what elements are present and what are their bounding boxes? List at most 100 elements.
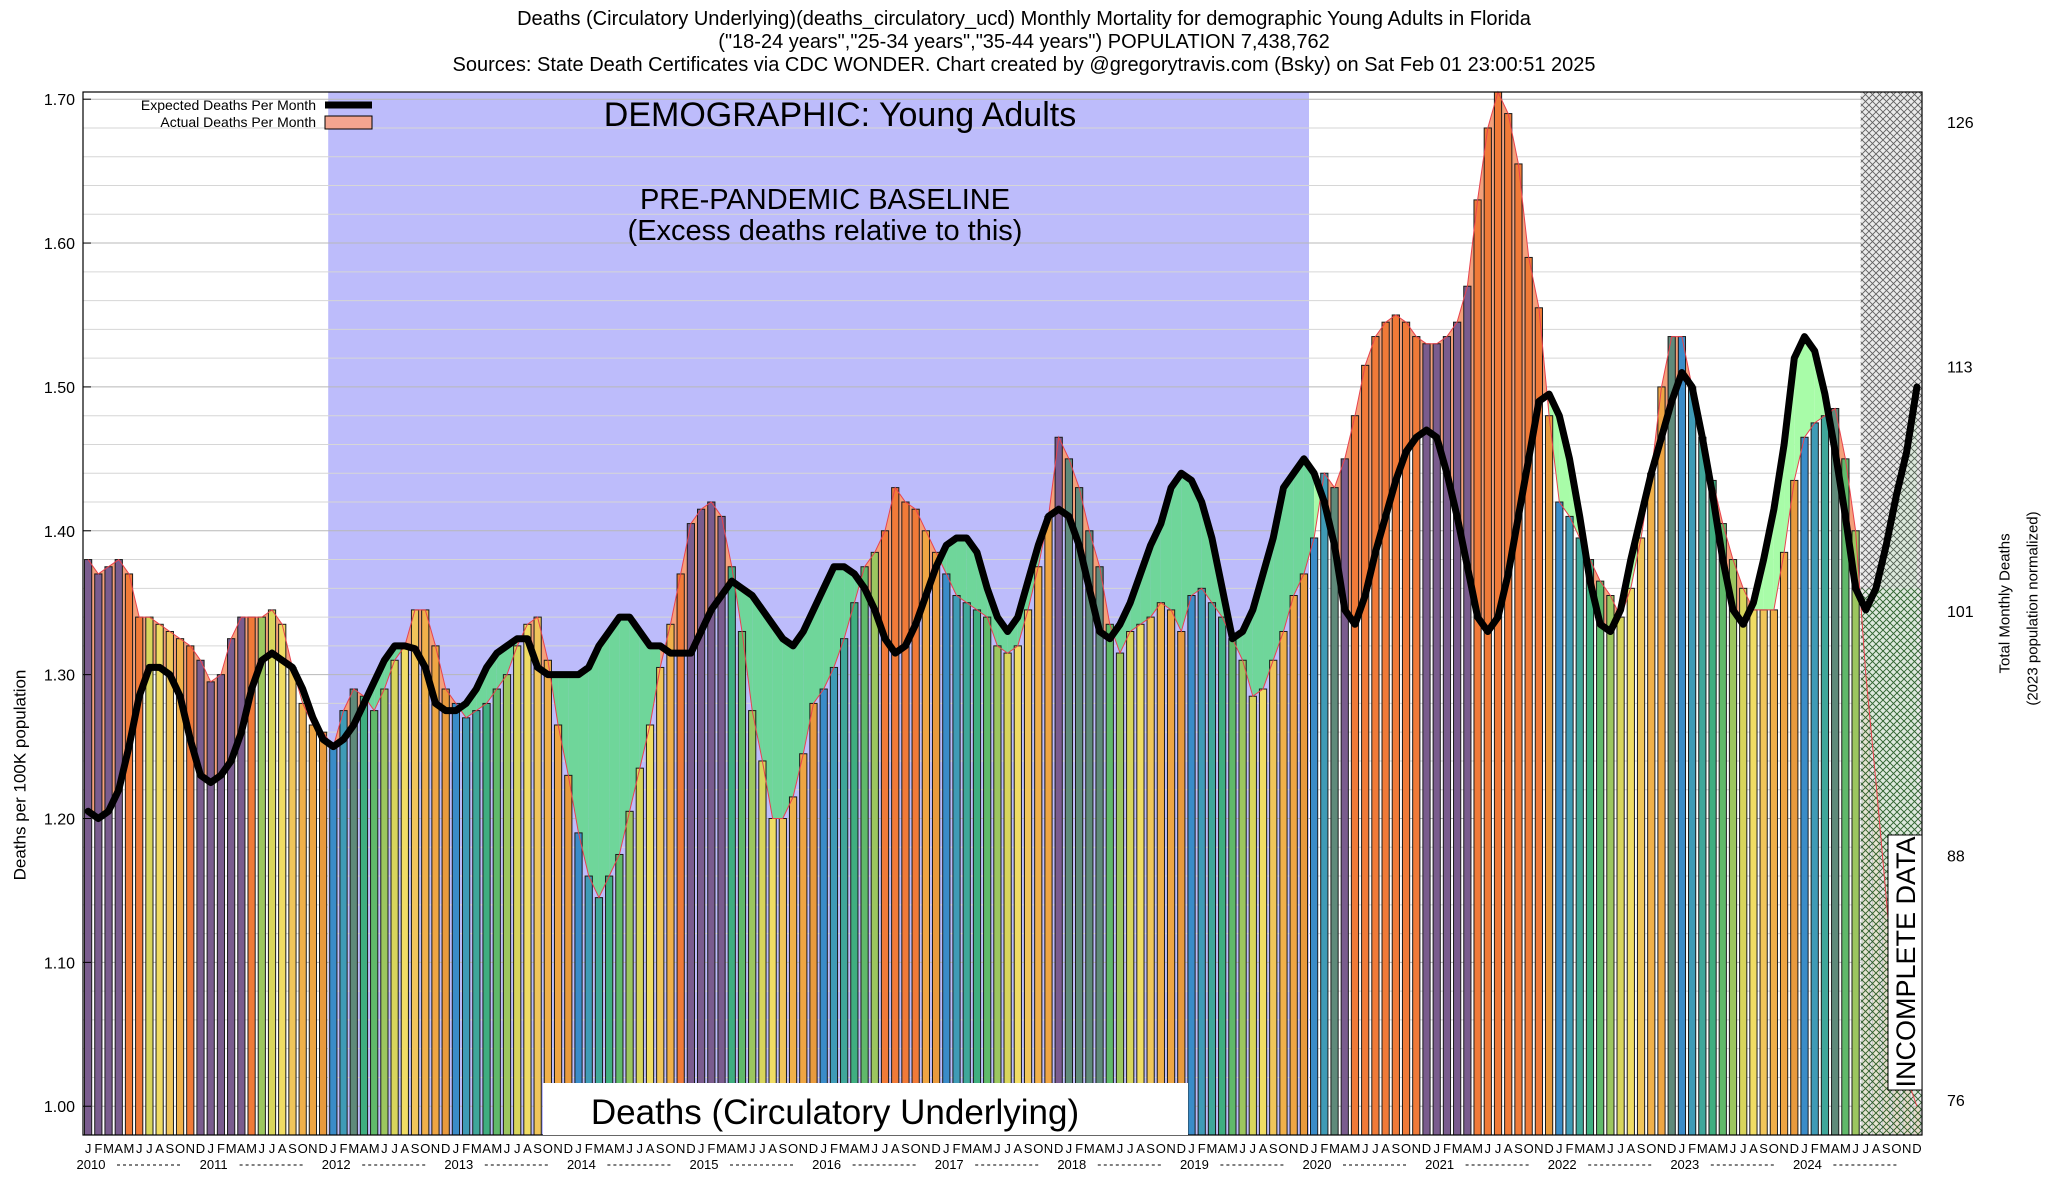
month-tick-label: A [1095,1141,1104,1156]
month-tick-label: J [1852,1141,1859,1156]
month-tick-label: J [269,1141,276,1156]
bar [1013,645,1022,1136]
bar [267,609,277,1136]
bar [1412,336,1421,1136]
month-tick-label: N [1657,1141,1666,1156]
month-tick-label: J [1066,1141,1073,1156]
bar [707,501,716,1136]
month-tick-label: J [85,1141,92,1156]
month-tick-label: A [1259,1141,1268,1156]
bar [1320,472,1329,1136]
month-tick-label: M [348,1141,359,1156]
month-tick-label: J [637,1141,644,1156]
bar [1636,537,1646,1136]
month-tick-label: F [1198,1141,1206,1156]
excess-fill [823,566,834,690]
bar [717,515,726,1136]
month-tick-label: M [614,1141,625,1156]
month-tick-label: F [707,1141,715,1156]
bar [829,666,839,1136]
month-tick-label: M [369,1141,380,1156]
month-tick-label: J [514,1141,521,1156]
bar [1463,285,1472,1136]
month-tick-label: N [1166,1141,1175,1156]
month-tick-label: J [1495,1141,1502,1156]
month-tick-label: N [1289,1141,1298,1156]
bar [502,674,512,1136]
month-tick-label: J [330,1141,337,1156]
bar [553,724,563,1136]
month-tick-label: D [809,1141,818,1156]
month-tick-label: A [1749,1141,1758,1156]
bar [1453,321,1462,1136]
bar [891,487,900,1136]
bar [1790,479,1799,1136]
month-tick-label: J [1127,1141,1134,1156]
bar [840,638,849,1136]
month-tick-label: J [1372,1141,1379,1156]
month-tick-label: D [1054,1141,1063,1156]
month-tick-label: M [103,1141,114,1156]
month-tick-label: J [1433,1141,1440,1156]
month-tick-label: J [1556,1141,1563,1156]
month-tick-label: N [676,1141,685,1156]
bar [564,774,573,1136]
bar [697,508,706,1136]
month-tick-label: D [1422,1141,1431,1156]
bar [1657,386,1666,1136]
month-tick-label: D [318,1141,327,1156]
month-tick-label: A [1872,1141,1881,1156]
month-tick-label: N [1412,1141,1421,1156]
bar [1279,630,1288,1136]
bar [94,573,103,1136]
month-tick-label: O [543,1141,553,1156]
bar [1688,386,1697,1136]
month-tick-label: S [1269,1141,1278,1156]
month-tick-label: A [891,1141,900,1156]
year-tick-label: 2024 [1793,1157,1822,1172]
bar [1340,458,1349,1136]
excess-fill [1201,502,1212,603]
month-tick-label: A [523,1141,532,1156]
bar [666,623,675,1136]
month-tick-label: M [471,1141,482,1156]
bar [748,710,757,1136]
bar [1218,616,1227,1136]
bar [482,702,491,1136]
bar [1575,537,1584,1136]
month-tick-label: J [1250,1141,1257,1156]
month-tick-label: J [1617,1141,1624,1156]
year-tick-label: 2021 [1425,1157,1454,1172]
month-tick-label: A [1218,1141,1227,1156]
year-tick-label: 2015 [690,1157,719,1172]
month-tick-label: F [585,1141,593,1156]
bar [206,681,215,1136]
month-tick-label: F [830,1141,838,1156]
year-tick-label: 2010 [77,1157,106,1172]
month-tick-label: A [278,1141,287,1156]
month-tick-label: M [839,1141,850,1156]
month-tick-label: S [1759,1141,1768,1156]
bar [1166,609,1176,1136]
excess-fill [844,566,855,639]
bar [1228,638,1237,1136]
bar [104,566,113,1136]
month-tick-label: M [1820,1141,1831,1156]
month-tick-label: J [882,1141,889,1156]
month-tick-label: J [1863,1141,1870,1156]
chart-title-line-1: Deaths (Circulatory Underlying)(deaths_c… [517,8,1531,30]
bar [1544,415,1554,1136]
month-tick-label: S [166,1141,175,1156]
year-tick-label: 2014 [567,1157,596,1172]
bar [727,566,736,1136]
month-tick-label: J [1362,1141,1369,1156]
y-axis-left-label: Deaths per 100K population [10,669,30,881]
bar [400,645,409,1136]
excess-fill [813,588,824,704]
year-tick-label: 2016 [812,1157,841,1172]
bar [870,551,879,1136]
bar [257,616,266,1136]
month-tick-label: J [381,1141,388,1156]
bar [227,638,236,1136]
bar [165,630,174,1136]
